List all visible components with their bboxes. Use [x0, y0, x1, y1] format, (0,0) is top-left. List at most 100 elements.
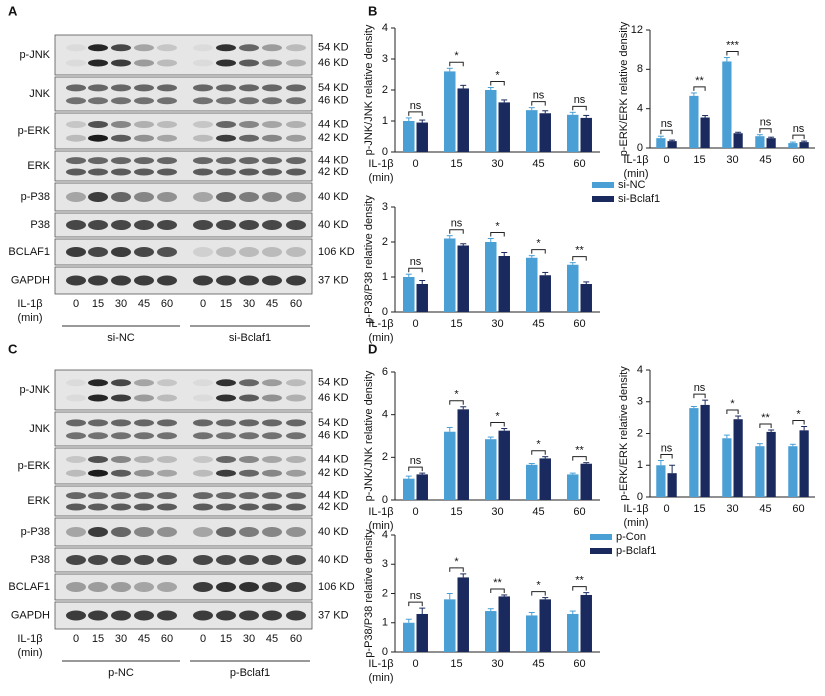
significance-bracket: [572, 256, 587, 261]
y-tick-label: 1: [382, 617, 388, 629]
band: [157, 582, 177, 592]
band: [134, 84, 154, 92]
condition-label: IL-1β: [17, 633, 42, 645]
band: [157, 456, 177, 464]
band: [193, 157, 213, 165]
bar: [689, 408, 699, 497]
significance-bracket: [531, 450, 546, 455]
band: [239, 192, 259, 202]
blot-strip: [54, 112, 313, 150]
bar: [567, 474, 579, 500]
y-tick-label: 2: [382, 84, 388, 96]
band: [88, 220, 108, 230]
band: [66, 157, 86, 165]
band: [111, 555, 131, 565]
bar: [539, 599, 551, 652]
band: [157, 157, 177, 165]
significance-bracket: [726, 409, 739, 415]
band: [134, 192, 154, 202]
blot-strip: [54, 411, 313, 447]
band: [239, 419, 259, 427]
band: [66, 275, 86, 286]
x-tick-label: 0: [412, 506, 418, 518]
significance-label: *: [796, 408, 801, 420]
band: [193, 379, 213, 387]
band: [286, 582, 306, 592]
y-tick-label: 2: [382, 451, 388, 463]
significance-label: **: [695, 75, 704, 87]
lane-label: 30: [243, 298, 255, 310]
band: [286, 247, 306, 257]
band: [239, 582, 259, 592]
band: [216, 379, 236, 387]
significance-label: ns: [661, 442, 673, 454]
significance-label: ns: [793, 123, 805, 135]
x-tick-label: 45: [532, 506, 544, 518]
y-tick-label: 2: [382, 236, 388, 248]
significance-label: ns: [410, 256, 422, 268]
y-tick-label: 3: [382, 53, 388, 65]
group-label: p-Bclaf1: [230, 667, 270, 679]
bar: [498, 596, 510, 652]
band: [157, 121, 177, 129]
significance-label: **: [761, 412, 770, 424]
band: [111, 503, 131, 511]
bar: [755, 136, 765, 148]
bar: [788, 446, 798, 497]
band: [134, 379, 154, 387]
band: [193, 247, 213, 257]
y-tick-label: 1: [382, 115, 388, 127]
band: [216, 247, 236, 257]
band: [157, 555, 177, 565]
x-tick-label: 60: [792, 154, 804, 166]
lane-label: 15: [92, 633, 104, 645]
bar: [526, 110, 538, 152]
x-tick-label: 60: [573, 318, 585, 330]
bar: [457, 245, 469, 312]
molecular-weight: 46 KD: [318, 95, 349, 107]
band: [157, 432, 177, 440]
band: [134, 44, 154, 52]
legend-label: si-NC: [618, 179, 646, 191]
band: [111, 168, 131, 176]
bar: [444, 431, 456, 500]
bar: [526, 464, 538, 500]
band: [88, 432, 108, 440]
band: [286, 503, 306, 511]
band: [239, 456, 259, 464]
bar: [485, 242, 497, 312]
bar: [498, 256, 510, 312]
band: [88, 192, 108, 202]
band: [134, 275, 154, 286]
blot-row-label: BCLAF1: [8, 246, 50, 258]
bar: [788, 143, 798, 148]
bar: [457, 88, 469, 152]
band: [111, 582, 131, 592]
band: [239, 84, 259, 92]
band: [239, 168, 259, 176]
band: [239, 394, 259, 402]
band: [262, 582, 282, 592]
band: [157, 610, 177, 621]
band: [216, 555, 236, 565]
band: [216, 527, 236, 537]
band: [157, 275, 177, 286]
y-axis-label: p-JNK/JNK relative density: [363, 24, 375, 155]
band: [134, 432, 154, 440]
band: [134, 394, 154, 402]
x-tick-label: 0: [412, 318, 418, 330]
x-axis-label: IL-1β: [368, 318, 393, 330]
band: [239, 97, 259, 105]
bar: [580, 594, 592, 652]
molecular-weight: 54 KD: [318, 42, 349, 54]
y-axis-label: p-JNK/JNK relative density: [363, 370, 375, 501]
band: [262, 192, 282, 202]
band: [193, 97, 213, 105]
x-tick-label: 30: [491, 658, 503, 670]
band: [134, 555, 154, 565]
band: [134, 121, 154, 129]
significance-bracket: [531, 101, 546, 106]
band: [216, 192, 236, 202]
y-tick-label: 8: [637, 63, 643, 75]
significance-label: **: [575, 445, 584, 457]
